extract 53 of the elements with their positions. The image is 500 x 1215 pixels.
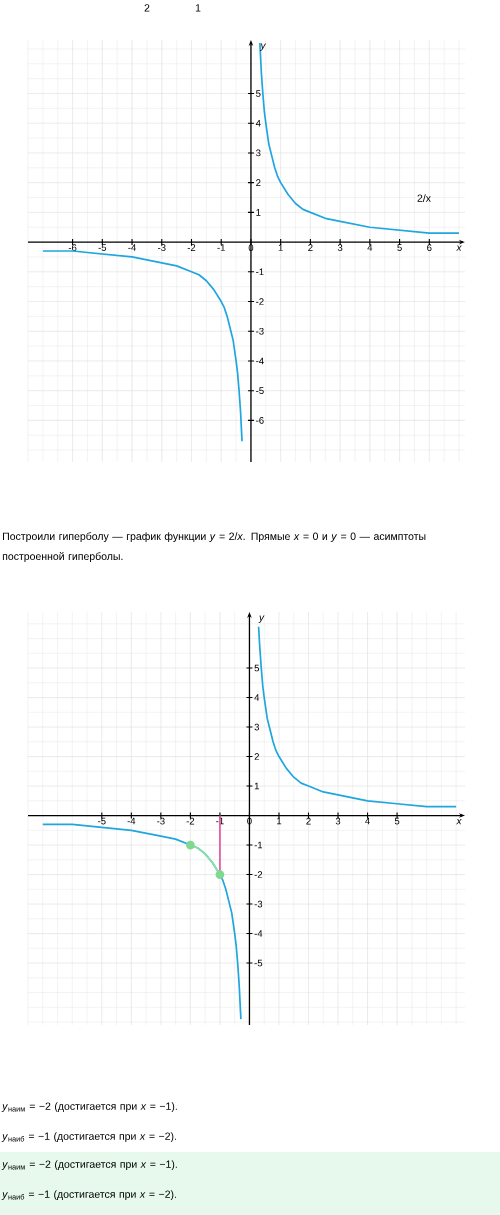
y-tick-label: 3 <box>254 723 260 731</box>
text: Построили гиперболу — график функции y = 2/x. Прямые x = 0 и y = 0 — асимптоты построенной гиперболы. <box>2 532 426 563</box>
x-axis-title: x <box>456 819 462 825</box>
x-axis-title: x <box>456 245 462 251</box>
x-tick-label: -3 <box>157 817 165 825</box>
x-tick-label: 2 <box>306 817 311 825</box>
x-tick-label: -2 <box>187 244 196 251</box>
x-tick-label: -3 <box>157 244 166 252</box>
text: y$_{наиб}$ = −1 (достигается при x = −2). <box>1 1190 176 1200</box>
y-tick-label: -3 <box>256 327 264 335</box>
text: 1 <box>195 4 201 12</box>
x-tick-label: 6 <box>427 244 432 252</box>
y-tick-label: -2 <box>254 871 263 878</box>
x-tick-label: 4 <box>365 817 370 825</box>
y-tick-label: -1 <box>254 841 263 849</box>
x-tick-label: 3 <box>337 244 343 252</box>
y-tick-label: 1 <box>254 782 259 790</box>
x-tick-label: -2 <box>186 817 195 825</box>
x-tick-label: -4 <box>128 244 136 251</box>
x-tick-label: -4 <box>127 817 136 825</box>
annotation: 2/x <box>417 194 431 202</box>
x-tick-label: 2 <box>308 244 313 251</box>
x-tick-label: 5 <box>394 817 400 825</box>
y-tick-label: 5 <box>254 664 260 672</box>
x-tick-label: 1 <box>278 244 283 251</box>
text: 2 <box>144 4 150 12</box>
y-axis-title: y <box>258 615 265 623</box>
y-tick-label: -4 <box>256 357 264 365</box>
x-tick-label: -6 <box>68 244 77 252</box>
y-tick-label: -4 <box>254 930 263 937</box>
x-tick-label: -1 <box>217 244 225 251</box>
text: y$_{наим}$ = −2 (достигается при x = −1). <box>1 1160 177 1170</box>
y-tick-label: -2 <box>256 298 264 305</box>
y-tick-label: 2 <box>256 179 261 186</box>
x-tick-label: -5 <box>98 244 107 251</box>
y-tick-label: -6 <box>256 417 264 424</box>
y-tick-label: 1 <box>256 209 261 216</box>
text: y$_{наиб}$ = −1 (достигается при x = −2). <box>1 1132 176 1142</box>
y-tick-label: 4 <box>255 119 261 127</box>
x-tick-label: 1 <box>277 817 282 825</box>
x-tick-label: 3 <box>335 817 341 825</box>
text: y$_{наим}$ = −2 (достигается при x = −1). <box>1 1102 177 1112</box>
x-tick-label: 4 <box>367 244 373 251</box>
x-tick-label: 5 <box>397 244 402 251</box>
y-tick-label: 2 <box>254 753 259 760</box>
y-tick-label: 5 <box>256 90 261 97</box>
y-tick-label: -5 <box>256 387 264 394</box>
y-tick-label: -5 <box>254 959 263 967</box>
x-tick-label: -5 <box>98 817 106 825</box>
y-tick-label: 4 <box>254 694 260 701</box>
y-tick-label: -3 <box>254 900 263 908</box>
y-tick-label: -1 <box>256 268 264 276</box>
y-tick-label: 3 <box>256 149 261 157</box>
